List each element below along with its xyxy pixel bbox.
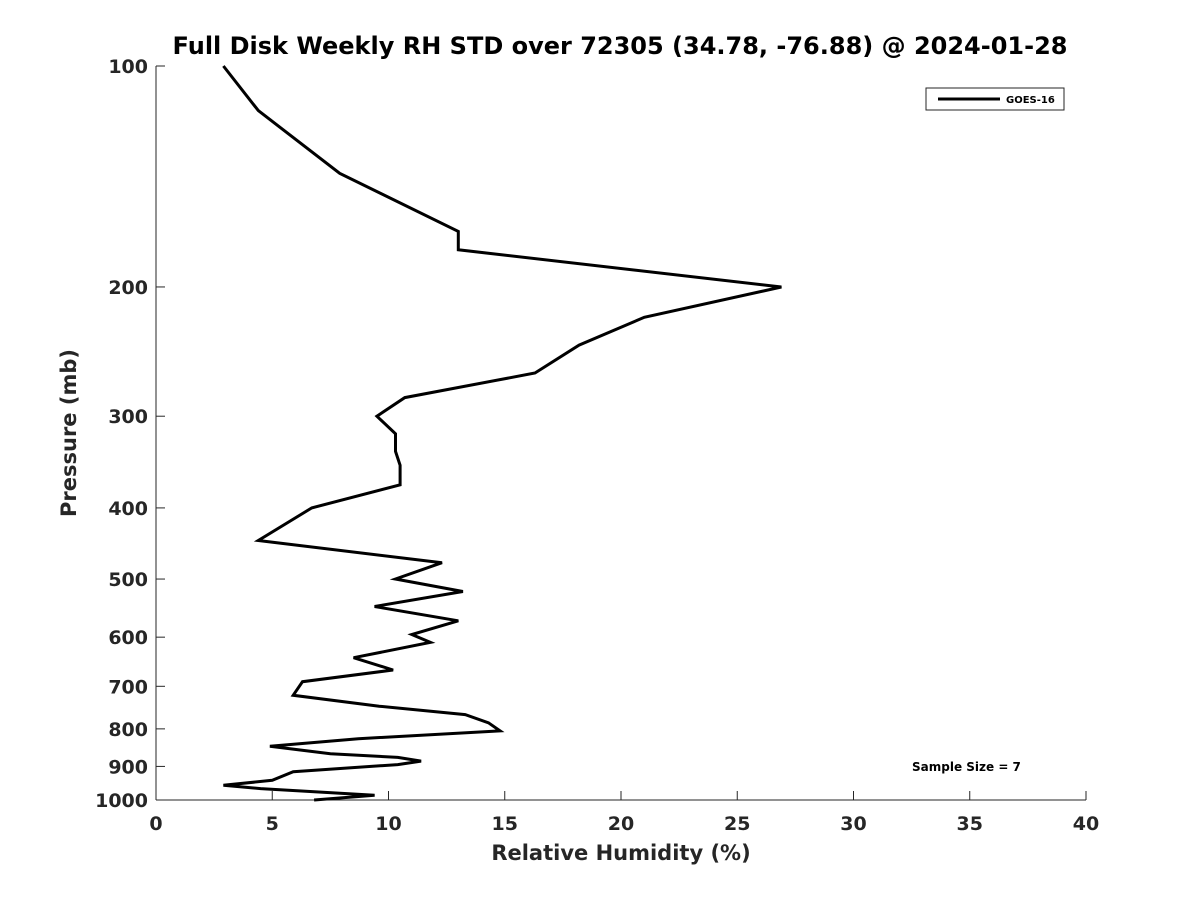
y-tick-label: 500 — [108, 569, 148, 591]
x-tick-label: 15 — [492, 813, 518, 835]
series-line-goes-16 — [222, 65, 782, 802]
y-tick-label: 700 — [108, 676, 148, 698]
chart-title: Full Disk Weekly RH STD over 72305 (34.7… — [173, 32, 1068, 60]
x-tick-label: 10 — [375, 813, 401, 835]
legend: GOES-16 — [925, 87, 1065, 111]
y-tick-label: 1000 — [95, 790, 148, 812]
x-tick-label: 25 — [724, 813, 750, 835]
x-axis-label: Relative Humidity (%) — [491, 841, 750, 865]
x-tick-label: 5 — [266, 813, 279, 835]
y-axis-label: Pressure (mb) — [57, 349, 81, 517]
x-tick-label: 30 — [840, 813, 866, 835]
y-tick-label: 300 — [108, 406, 148, 428]
y-tick-label: 800 — [108, 719, 148, 741]
x-tick-label: 20 — [608, 813, 634, 835]
x-tick-label: 35 — [957, 813, 983, 835]
y-tick-label: 100 — [108, 56, 148, 78]
y-tick-label: 600 — [108, 627, 148, 649]
sample-size-annotation: Sample Size = 7 — [912, 760, 1021, 774]
y-tick-label: 400 — [108, 498, 148, 520]
x-tick-label: 0 — [149, 813, 162, 835]
y-tick-label: 200 — [108, 277, 148, 299]
x-tick-label: 40 — [1073, 813, 1099, 835]
y-tick-label: 900 — [108, 756, 148, 778]
legend-label-goes-16: GOES-16 — [1006, 95, 1055, 106]
